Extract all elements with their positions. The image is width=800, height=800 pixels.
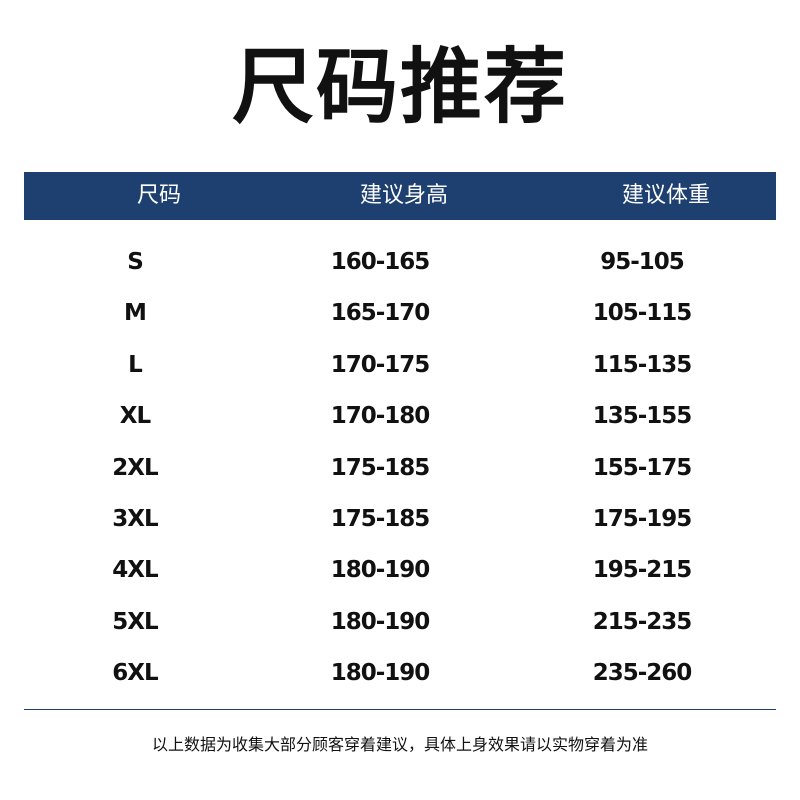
cell-size: 2XL <box>112 454 158 481</box>
header-height: 建议身高 <box>359 183 449 208</box>
page-title: 尺码推荐 <box>231 40 568 135</box>
table-row: 5XL 180-190 215-235 <box>0 602 800 642</box>
header-size: 尺码 <box>136 183 182 208</box>
cell-size: M <box>124 300 147 327</box>
cell-size: L <box>128 351 143 378</box>
table-row: XL 170-180 135-155 <box>0 396 800 436</box>
cell-height: 180-190 <box>330 608 431 635</box>
table-header: 尺码 建议身高 建议体重 <box>24 172 776 220</box>
cell-height: 170-180 <box>330 403 431 430</box>
cell-weight: 175-195 <box>592 506 693 532</box>
cell-height: 165-170 <box>330 300 431 327</box>
cell-size: S <box>127 249 144 275</box>
header-weight: 建议体重 <box>621 183 711 208</box>
table-row: S 160-165 95-105 <box>0 242 800 282</box>
table-row: M 165-170 105-115 <box>0 293 800 333</box>
cell-weight: 155-175 <box>592 454 693 481</box>
table-row: L 170-175 115-135 <box>0 345 800 385</box>
table-row: 6XL 180-190 235-260 <box>0 653 800 693</box>
cell-weight: 95-105 <box>600 249 685 275</box>
cell-weight: 105-115 <box>592 300 693 327</box>
divider <box>24 709 776 710</box>
cell-weight: 135-155 <box>592 403 693 430</box>
table-row: 4XL 180-190 195-215 <box>0 550 800 590</box>
cell-size: 6XL <box>112 660 158 687</box>
cell-size: 3XL <box>112 506 158 532</box>
cell-weight: 115-135 <box>592 351 693 378</box>
cell-height: 175-185 <box>330 454 431 481</box>
cell-height: 175-185 <box>330 506 431 532</box>
cell-height: 160-165 <box>330 249 431 275</box>
cell-height: 170-175 <box>330 351 431 378</box>
table-row: 2XL 175-185 155-175 <box>0 448 800 488</box>
cell-size: XL <box>119 403 151 430</box>
cell-weight: 195-215 <box>592 557 693 584</box>
footer-note: 以上数据为收集大部分顾客穿着建议，具体上身效果请以实物穿着为准 <box>151 735 648 754</box>
cell-weight: 235-260 <box>592 660 693 687</box>
cell-weight: 215-235 <box>592 608 693 635</box>
table-row: 3XL 175-185 175-195 <box>0 499 800 539</box>
cell-size: 4XL <box>112 557 158 584</box>
cell-size: 5XL <box>112 608 158 635</box>
cell-height: 180-190 <box>330 557 431 584</box>
cell-height: 180-190 <box>330 660 431 687</box>
